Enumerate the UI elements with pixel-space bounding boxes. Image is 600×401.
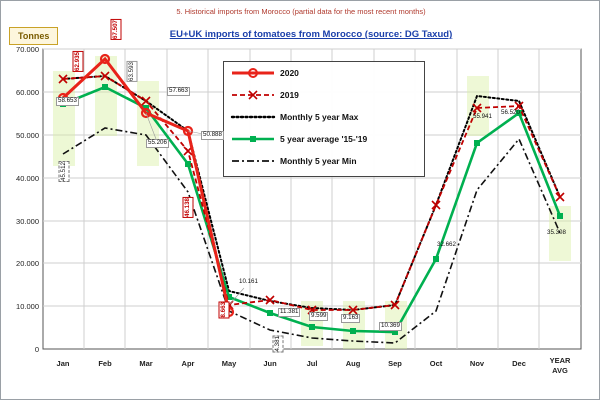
svg-text:0: 0	[35, 345, 39, 354]
legend-label-min: Monthly 5 year Min	[280, 156, 357, 166]
chart-legend: 2020 2019 Monthly 5 year Max	[223, 61, 425, 177]
svg-text:Dec: Dec	[512, 359, 526, 368]
svg-text:Apr: Apr	[182, 359, 195, 368]
data-label: 35.308	[547, 229, 566, 236]
svg-text:30.000: 30.000	[16, 217, 39, 226]
data-label: 10.369	[379, 322, 402, 331]
legend-swatch-2019	[230, 89, 276, 101]
legend-item-avg: 5 year average '15-'19	[224, 128, 424, 150]
legend-swatch-max	[230, 111, 276, 123]
legend-item-2019: 2019	[224, 84, 424, 106]
data-label: 8.663	[219, 301, 230, 319]
y-tick-labels: 70.000 60.000 50.000 40.000 30.000 20.00…	[16, 45, 39, 354]
legend-label-2020: 2020	[280, 68, 299, 78]
data-label: 32.662	[437, 241, 456, 248]
units-badge: Tonnes	[9, 27, 59, 45]
legend-item-2020: 2020	[224, 62, 424, 84]
x-tick-labels: Jan Feb Mar Apr May Jun Jul Aug Sep Oct …	[57, 356, 571, 375]
legend-item-max: Monthly 5 year Max	[224, 106, 424, 128]
data-label: 46.138	[183, 197, 194, 218]
data-label: 57.663	[167, 87, 190, 96]
series-min-line	[62, 127, 561, 344]
data-label: 10.161	[239, 278, 258, 285]
svg-text:Jul: Jul	[307, 359, 318, 368]
svg-text:AVG: AVG	[552, 366, 568, 375]
header-note: 5. Historical imports from Morocco (part…	[176, 7, 426, 16]
svg-text:Sep: Sep	[388, 359, 402, 368]
data-label: 45.512	[59, 161, 70, 182]
legend-label-2019: 2019	[280, 90, 299, 100]
legend-swatch-2020	[230, 67, 276, 79]
data-label: 4.381	[273, 335, 284, 353]
data-label: 11.381	[278, 308, 301, 317]
svg-text:YEAR: YEAR	[550, 356, 571, 365]
svg-text:Oct: Oct	[430, 359, 443, 368]
svg-text:Mar: Mar	[139, 359, 152, 368]
legend-label-max: Monthly 5 year Max	[280, 112, 359, 122]
svg-text:Jan: Jan	[57, 359, 70, 368]
data-label: 58.653	[56, 97, 79, 106]
svg-text:40.000: 40.000	[16, 174, 39, 183]
data-label: 62.935	[73, 51, 84, 72]
data-label: 56.520	[501, 109, 520, 116]
svg-text:Nov: Nov	[470, 359, 485, 368]
data-label: 63.593	[127, 61, 138, 82]
data-label: 67.507	[111, 19, 122, 40]
legend-label-avg: 5 year average '15-'19	[280, 134, 368, 144]
data-label: 9.599	[309, 312, 329, 321]
svg-text:70.000: 70.000	[16, 45, 39, 54]
svg-text:Jun: Jun	[263, 359, 277, 368]
data-label: 50.888	[201, 131, 224, 140]
series-5yr-avg-markers	[60, 84, 563, 335]
legend-swatch-min	[230, 155, 276, 167]
svg-text:50.000: 50.000	[16, 131, 39, 140]
svg-text:Feb: Feb	[98, 359, 112, 368]
x-gridlines	[83, 49, 540, 349]
svg-text:Aug: Aug	[346, 359, 361, 368]
svg-text:20.000: 20.000	[16, 259, 39, 268]
svg-text:10.000: 10.000	[16, 302, 39, 311]
svg-text:60.000: 60.000	[16, 88, 39, 97]
chart-title: EU+UK imports of tomatoes from Morocco (…	[169, 29, 453, 40]
svg-text:May: May	[222, 359, 237, 368]
data-label: 55.941	[473, 113, 492, 120]
legend-item-min: Monthly 5 year Min	[224, 150, 424, 172]
data-label: 55.206	[146, 139, 169, 148]
legend-swatch-avg	[230, 133, 276, 145]
data-label: 9.163	[341, 314, 361, 323]
